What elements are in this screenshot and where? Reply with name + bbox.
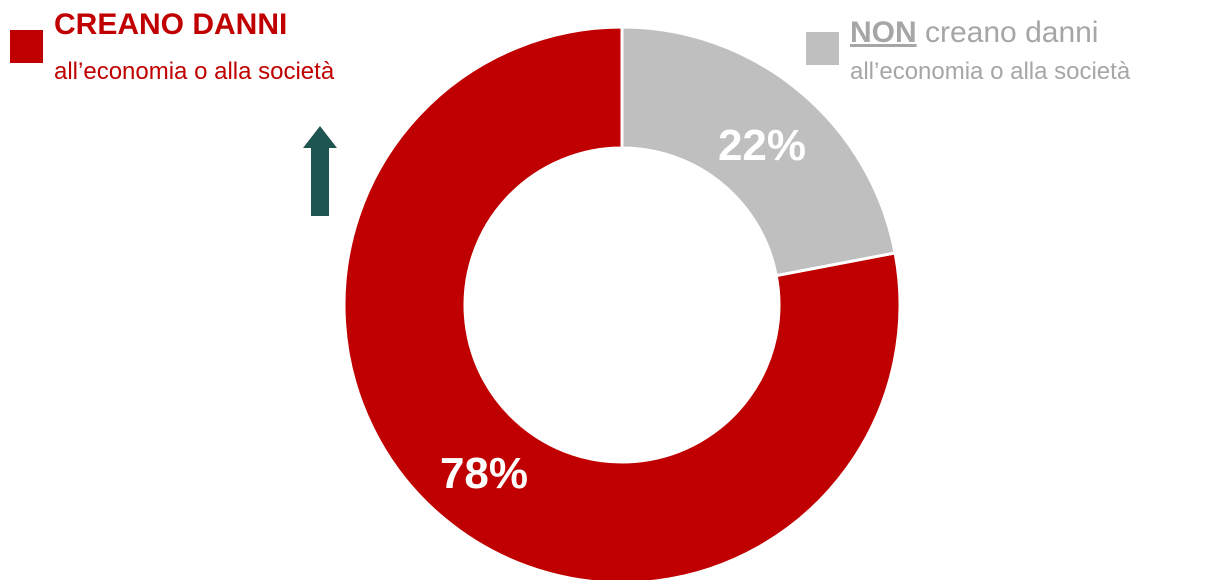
legend-swatch-non-creano-danni bbox=[806, 32, 839, 65]
legend-title-creano-danni: CREANO DANNI bbox=[54, 8, 287, 42]
legend-title-non-creano-danni-rest: creano danni bbox=[916, 16, 1099, 49]
value-label-creano-danni: 78% bbox=[440, 449, 528, 498]
slice-creano-danni bbox=[342, 25, 902, 580]
legend-title-non-emphasis: NON bbox=[850, 16, 917, 49]
arrow-up-icon bbox=[303, 126, 337, 216]
value-label-non-creano-danni: 22% bbox=[718, 121, 806, 170]
legend-title-non-creano-danni: NON creano danni bbox=[850, 16, 1098, 50]
legend-subtitle-non-creano-danni: all’economia o alla società bbox=[850, 58, 1131, 85]
legend-swatch-creano-danni bbox=[10, 30, 43, 63]
legend-subtitle-creano-danni: all’economia o alla società bbox=[54, 58, 335, 85]
slice-non-creano-danni bbox=[620, 25, 897, 278]
legend-title-creano-danni-bold: CREANO DANNI bbox=[54, 8, 288, 41]
